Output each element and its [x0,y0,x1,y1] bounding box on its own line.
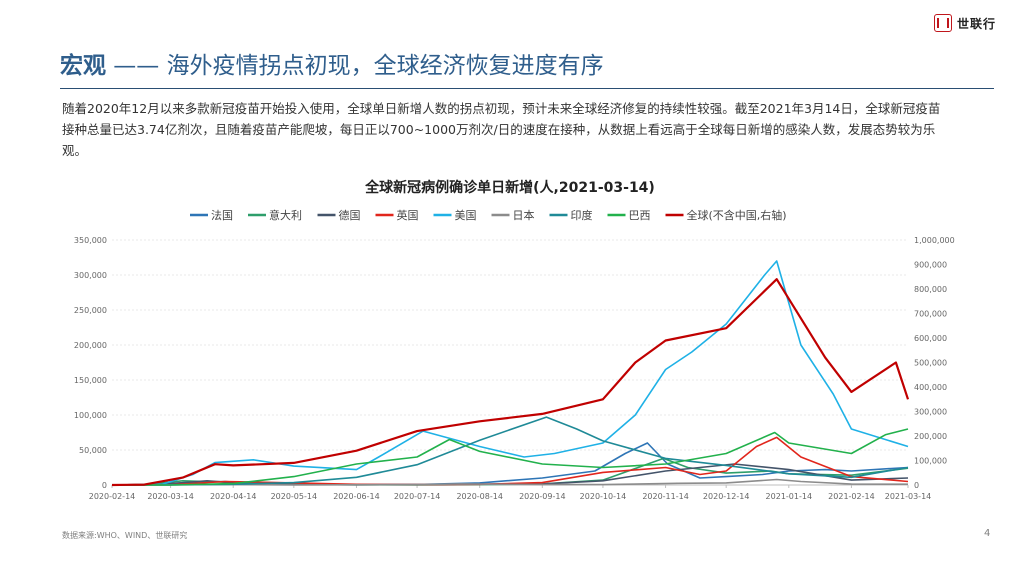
company-logo: 世联行 [934,14,996,32]
y-right-tick-label: 200,000 [914,432,947,441]
y-right-tick-label: 900,000 [914,261,947,270]
x-tick-label: 2020-12-14 [703,492,750,501]
x-tick-label: 2020-06-14 [333,492,380,501]
chart-title: 全球新冠病例确诊单日新增(人,2021-03-14) [364,179,655,196]
legend-label: 日本 [513,208,535,222]
legend-label: 意大利 [269,208,302,222]
x-tick-label: 2020-03-14 [147,492,194,501]
legend-label: 全球(不含中国,右轴) [687,208,787,222]
x-tick-label: 2020-09-14 [519,492,566,501]
x-tick-label: 2021-01-14 [766,492,813,501]
legend-label: 英国 [397,208,419,222]
x-tick-label: 2020-07-14 [394,492,441,501]
y-right-tick-label: 0 [914,481,919,490]
legend-label: 法国 [211,208,233,222]
y-left-tick-label: 0 [102,481,107,490]
series-line [112,416,909,486]
y-left-tick-label: 350,000 [74,236,107,245]
series-line [111,478,909,486]
y-left-tick-label: 50,000 [79,446,107,455]
y-left-tick-label: 250,000 [74,306,107,315]
y-right-tick-label: 700,000 [914,310,947,319]
x-tick-label: 2020-05-14 [271,492,318,501]
legend-label: 德国 [339,208,361,222]
series-line [111,436,909,486]
y-right-tick-label: 600,000 [914,334,947,343]
legend-label: 美国 [455,209,477,222]
x-tick-label: 2021-02-14 [828,492,875,501]
page-title: 宏观 —— 海外疫情拐点初现，全球经济恢复进度有序 [60,46,994,86]
page-title-bold: 宏观 [60,53,106,79]
logo-icon [934,14,952,32]
y-right-tick-label: 1,000,000 [914,236,955,245]
x-tick-label: 2021-03-14 [885,492,932,501]
y-left-tick-label: 200,000 [74,341,107,350]
line-chart: 全球新冠病例确诊单日新增(人,2021-03-14) 法国 意大利 德国 英国 美国 日本 印… [74,179,955,501]
y-left-tick-label: 100,000 [74,411,107,420]
series-line [112,428,909,486]
x-tick-label: 2020-08-14 [456,492,503,501]
page-number: 4 [984,528,991,539]
intro-paragraph: 随着2020年12月以来多款新冠疫苗开始投入使用，全球单日新增人数的拐点初现，预… [62,101,941,158]
y-left-tick-label: 300,000 [74,271,107,280]
legend-label: 巴西 [629,209,651,222]
legend-label: 印度 [571,208,593,222]
source-note: 数据来源:WHO、WIND、世联研究 [62,531,188,540]
x-tick-label: 2020-11-14 [642,492,689,501]
y-left-tick-label: 150,000 [74,376,107,385]
x-tick-label: 2020-04-14 [210,492,256,501]
series-line [111,260,909,486]
logo-text: 世联行 [957,16,997,31]
y-right-tick-label: 500,000 [914,359,947,368]
series-line [111,278,910,487]
page-header: 宏观 —— 海外疫情拐点初现，全球经济恢复进度有序 [60,46,994,89]
y-right-tick-label: 800,000 [914,285,947,294]
x-tick-label: 2020-02-14 [89,492,136,501]
page-title-rest: —— 海外疫情拐点初现，全球经济恢复进度有序 [106,53,604,79]
x-tick-label: 2020-10-14 [580,492,627,501]
y-right-tick-label: 400,000 [914,383,947,392]
y-right-tick-label: 300,000 [914,408,947,417]
y-right-tick-label: 100,000 [914,457,947,466]
series-line [111,442,909,486]
